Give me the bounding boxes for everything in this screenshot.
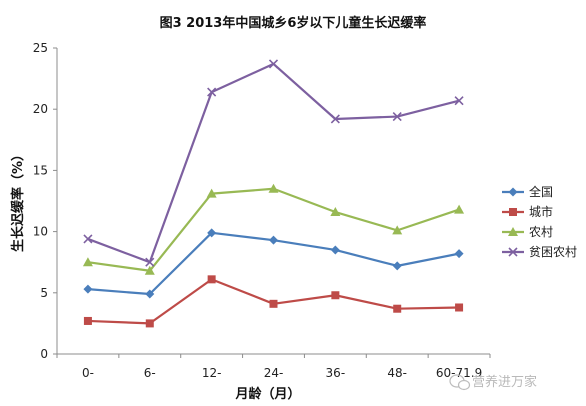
watermark: 营养进万家	[449, 374, 537, 391]
series-line	[87, 187, 460, 272]
legend-marker	[508, 187, 518, 197]
x-tick-label: 0-	[82, 366, 94, 380]
data-point	[207, 275, 216, 284]
x-tick-label: 24-	[264, 366, 284, 380]
data-point	[269, 235, 278, 245]
chart-title: 图3 2013年中国城乡6岁以下儿童生长迟缓率	[160, 15, 427, 31]
legend-label: 全国	[529, 184, 553, 199]
data-point	[83, 316, 92, 325]
data-point	[207, 87, 217, 97]
legend-item: 贫困农村	[502, 244, 577, 259]
data-point	[392, 225, 403, 235]
data-point	[268, 59, 279, 69]
x-tick-label: 12-	[202, 366, 222, 380]
data-point	[83, 284, 93, 294]
data-point	[392, 261, 402, 271]
data-point	[455, 303, 464, 312]
x-tick-label: 6-	[144, 366, 156, 380]
x-tick-label: 48-	[387, 366, 407, 380]
data-point	[330, 114, 340, 124]
y-tick-label: 10	[33, 225, 48, 239]
legend-item: 城市	[502, 204, 553, 219]
x-tick-label: 60-71.9	[436, 366, 482, 380]
data-point	[330, 245, 340, 255]
series-layer	[82, 59, 465, 328]
y-axis-title: 生长迟缓率（%）	[10, 148, 26, 252]
legend-marker	[508, 247, 518, 257]
series-line	[87, 62, 460, 264]
data-point	[144, 265, 155, 275]
data-point	[82, 257, 93, 267]
y-tick-label: 25	[33, 41, 48, 55]
series-3	[82, 183, 465, 275]
series-4	[83, 59, 464, 267]
data-point	[392, 111, 402, 122]
series-2	[83, 275, 464, 328]
data-point	[83, 234, 93, 244]
wechat-icon	[449, 374, 471, 391]
data-point	[331, 291, 340, 300]
data-point	[145, 319, 154, 328]
y-tick-label: 0	[40, 347, 48, 361]
data-point	[145, 257, 155, 267]
data-point	[268, 183, 279, 193]
x-tick-label: 36-	[326, 366, 346, 380]
data-point	[454, 96, 464, 106]
legend-label: 农村	[529, 225, 553, 239]
x-axis-title: 月龄（月）	[234, 386, 300, 402]
data-point	[330, 207, 341, 217]
data-point	[145, 289, 155, 299]
legend-item: 全国	[502, 184, 553, 199]
legend-marker	[508, 227, 518, 236]
y-tick-label: 5	[40, 286, 48, 300]
legend-marker	[509, 208, 517, 216]
data-point	[454, 249, 464, 259]
legend-label: 贫困农村	[529, 244, 577, 259]
axes: 0 5 10 15 20 25 0- 6- 12- 24- 36- 48- 60-71.9	[33, 41, 491, 380]
data-point	[269, 299, 278, 308]
y-tick-label: 15	[33, 163, 48, 177]
series-1	[83, 228, 464, 299]
data-point	[393, 304, 402, 313]
y-tick-label: 20	[33, 102, 48, 116]
legend-label: 城市	[529, 204, 553, 219]
legend-item: 农村	[502, 225, 553, 239]
data-point	[207, 228, 217, 238]
data-point	[454, 204, 465, 214]
data-point	[206, 188, 217, 198]
watermark-text: 营养进万家	[472, 374, 537, 390]
